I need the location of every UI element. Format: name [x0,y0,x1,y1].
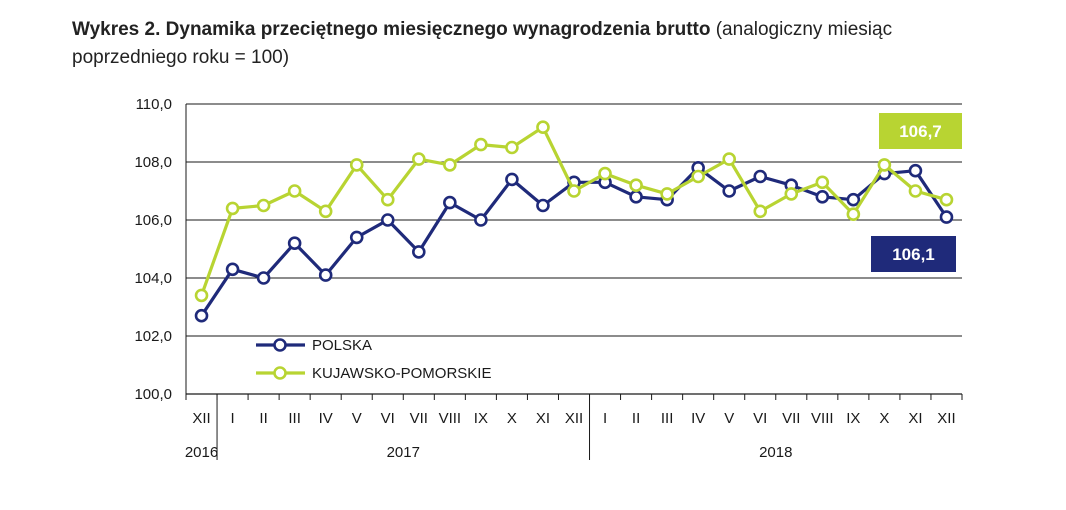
data-point [846,192,861,207]
x-tick-label: II [259,410,267,427]
data-point [505,140,519,155]
legend-label: KUJAWSKO-POMORSKIE [312,365,491,382]
data-point [194,288,209,303]
x-tick-label: IX [846,410,860,427]
value-callout-label: 106,1 [892,245,935,264]
x-tick-label: XII [937,410,955,427]
x-tick-label: XII [192,410,210,427]
data-point [318,204,333,219]
data-point [536,198,550,213]
data-point [939,210,954,224]
legend: POLSKA KUJAWSKO-POMORSKIE [256,337,491,382]
x-tick-label: XII [565,410,583,427]
data-point [225,262,240,277]
data-point [194,308,209,323]
x-tick-label: II [632,410,640,427]
legend-swatch-marker [273,366,287,380]
data-point [318,268,333,282]
data-point [629,178,643,192]
grid-lines [185,103,962,395]
data-point [939,192,954,207]
data-point [380,192,395,207]
chart-title: Wykres 2. Dynamika przeciętnego miesięcz… [72,16,972,72]
data-point [629,190,643,204]
data-point [846,207,861,221]
chart-title-bold: Wykres 2. Dynamika przeciętnego miesięcz… [72,19,711,40]
y-tick-label: 104,0 [134,270,172,287]
series-group [194,120,954,323]
x-tick-label: V [352,410,362,427]
x-tick-label: VIII [811,410,834,427]
legend-label: POLSKA [312,337,372,354]
legend-swatch-marker [273,338,287,352]
data-point [908,163,923,178]
year-label: 2018 [759,444,792,461]
value-callout-box [871,236,956,272]
data-point [691,169,705,184]
x-tick-label: IX [474,410,488,427]
x-tick-label: X [879,410,889,427]
data-point [598,166,612,181]
data-point [722,184,737,198]
data-point [474,137,488,152]
y-tick-label: 106,0 [134,212,172,229]
data-point [753,169,768,184]
data-point [411,152,426,166]
data-point [411,245,426,259]
data-point [256,198,271,213]
x-axis: XII I II III IV V VI VII VIII IX X XI XII I II III IV V VI… [185,394,963,461]
x-tick-label: XI [908,410,922,427]
x-tick-label: III [288,410,301,427]
x-tick-label: X [507,410,517,427]
x-tick-label: VI [753,410,767,427]
y-tick-label: 100,0 [134,386,172,403]
x-tick-label: IV [319,410,333,427]
x-tick-label: VII [782,410,800,427]
y-tick-label: 108,0 [134,154,172,171]
data-point [474,213,488,227]
data-point [753,204,768,219]
data-point [536,120,550,134]
data-point [815,175,830,190]
x-tick-label: V [724,410,734,427]
x-tick-label: IV [691,410,705,427]
callouts: 106,7 106,1 [871,113,962,272]
x-tick-label: I [603,410,607,427]
data-point [567,184,581,198]
x-tick-label: VIII [439,410,462,427]
chart-title-line2: poprzedniego roku = 100) [72,47,290,68]
data-point [443,195,457,210]
data-point [505,172,519,187]
data-point [784,187,799,201]
data-point [256,271,271,285]
data-point [877,158,892,172]
data-point [349,158,364,172]
value-callout-box [879,113,962,149]
x-tick-label: VI [381,410,395,427]
series-line-kujawsko-pomorskie [200,125,947,296]
x-tick-label: III [661,410,674,427]
data-point [380,213,395,227]
y-tick-label: 102,0 [134,328,172,345]
year-label: 2016 [185,444,218,461]
data-point [349,230,364,245]
data-point [287,236,302,250]
y-tick-label: 110,0 [136,96,172,113]
x-tick-label: VII [410,410,428,427]
y-axis-ticks: 100,0 102,0 104,0 106,0 108,0 110,0 [134,96,172,403]
x-tick-label: I [230,410,234,427]
chart-title-rest: (analogiczny miesiąc [710,19,893,40]
data-point [722,152,737,166]
data-point [287,184,302,198]
data-point [225,201,240,216]
year-label: 2017 [387,444,420,461]
data-point [443,158,457,172]
value-callout-label: 106,7 [899,122,942,141]
data-point [815,190,830,204]
data-point [908,184,923,198]
x-tick-label: XI [536,410,550,427]
data-point [660,187,674,201]
